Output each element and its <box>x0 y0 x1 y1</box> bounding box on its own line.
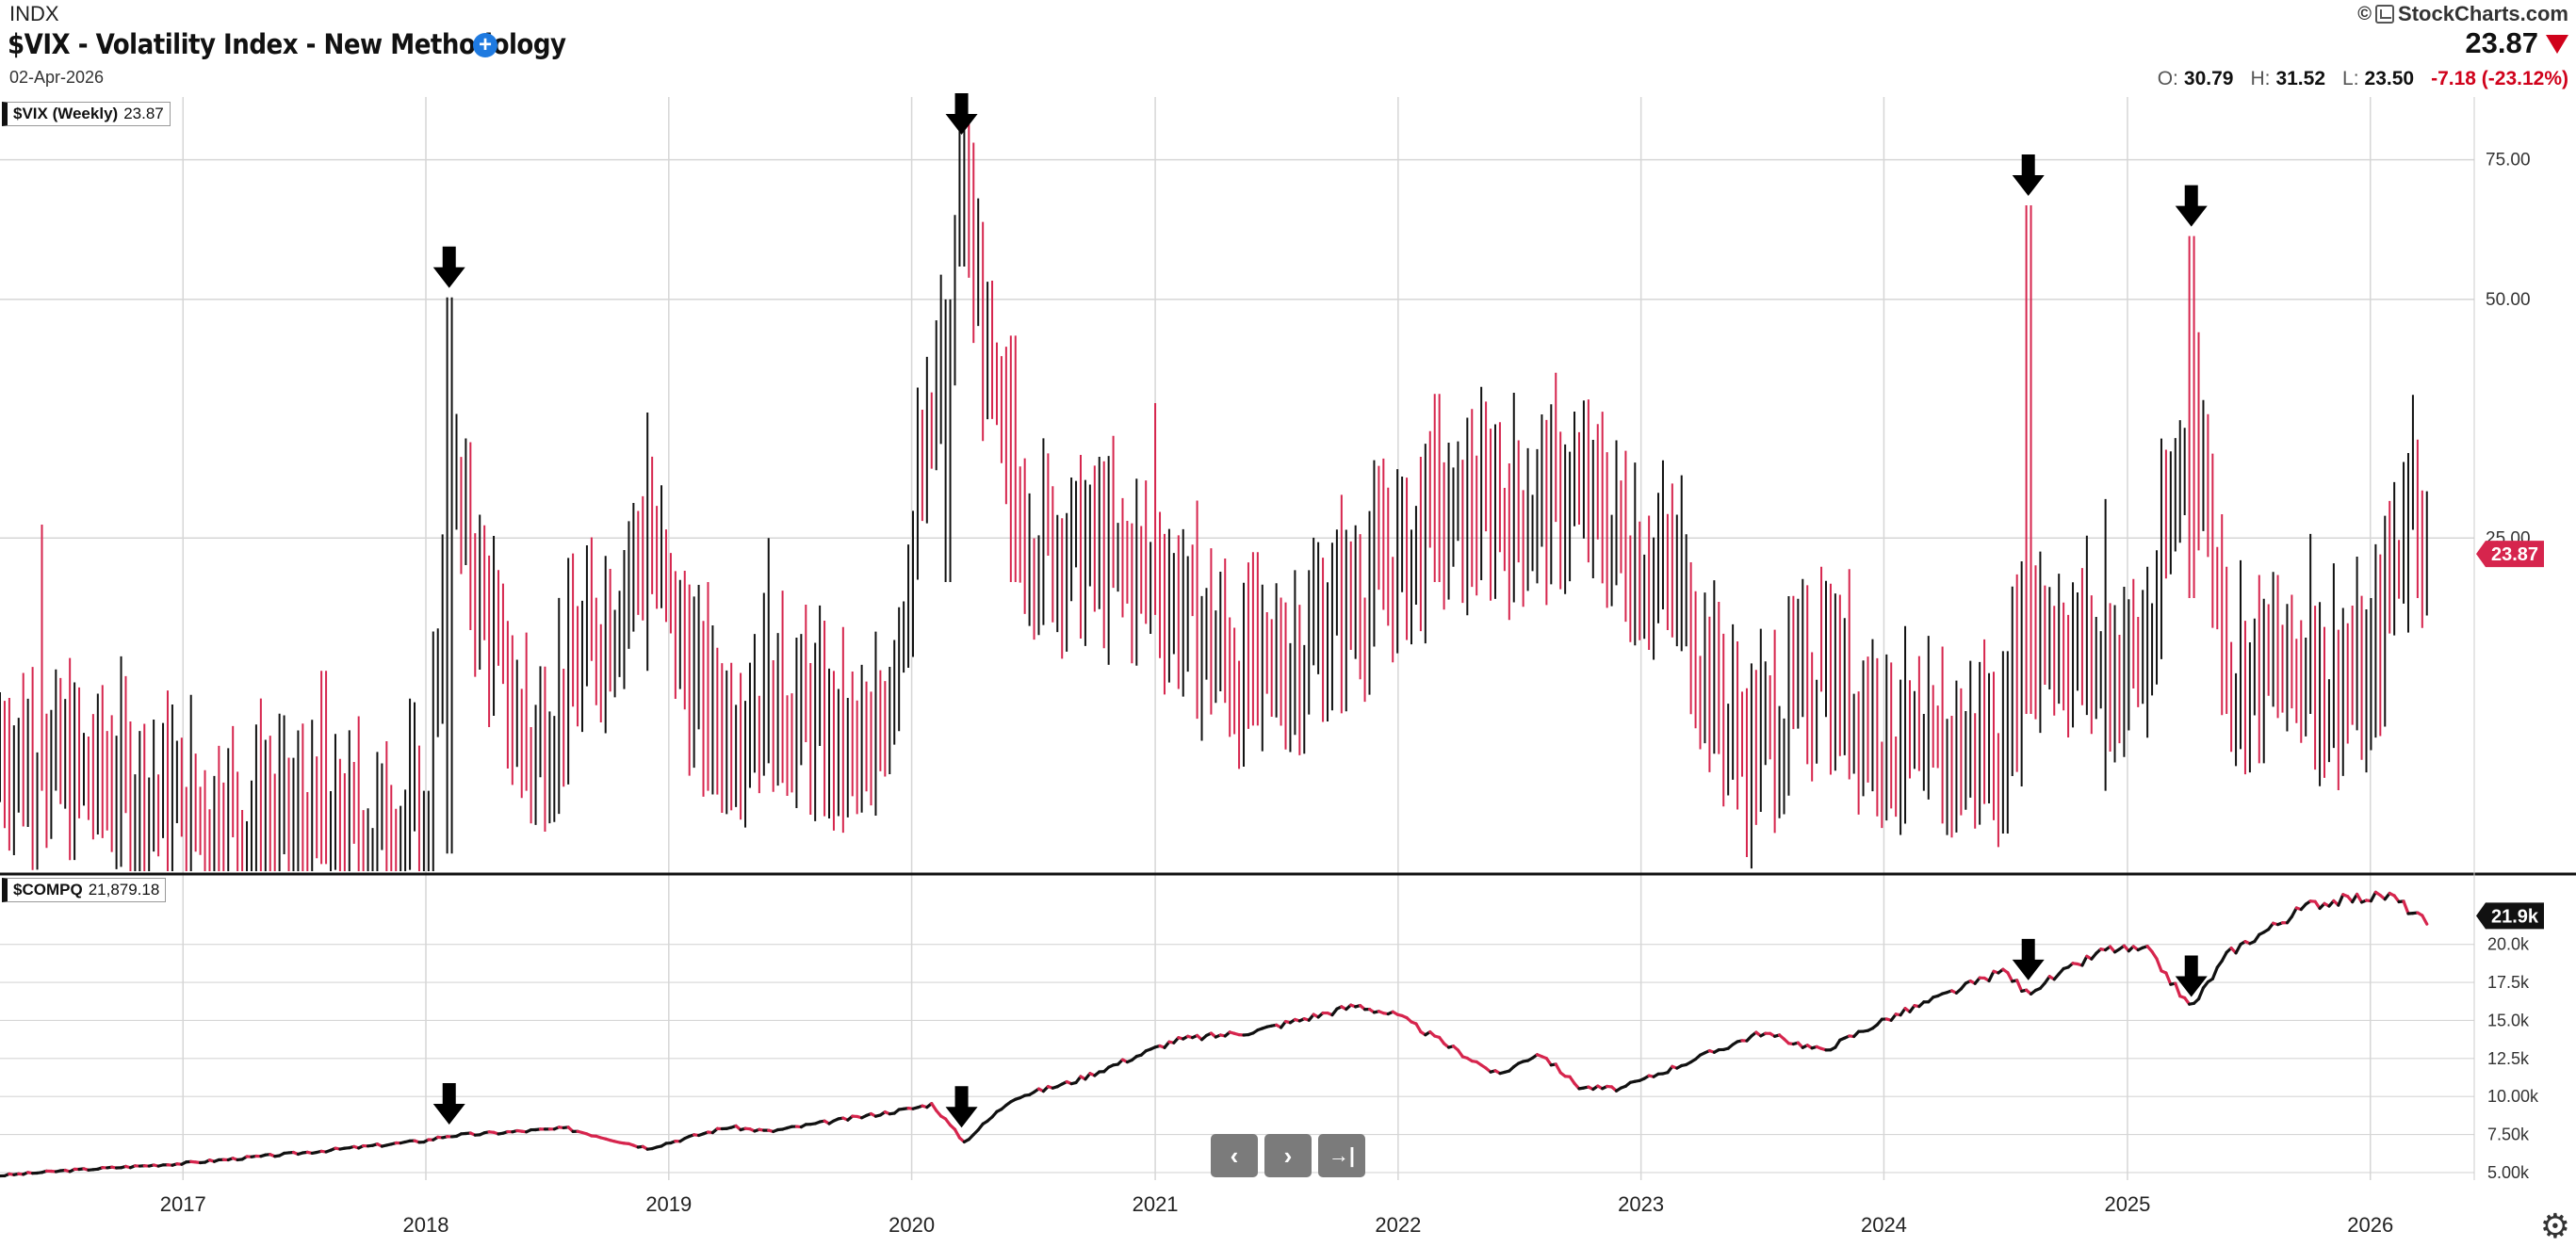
compq-y-tick-label: 5.00k <box>2487 1163 2530 1182</box>
vix-y-tick-label: 75.00 <box>2486 151 2531 170</box>
vix-y-tick-label: 50.00 <box>2486 290 2531 310</box>
compq-down-arrow-icon <box>2175 955 2208 997</box>
compq-y-tick-label: 15.0k <box>2487 1011 2530 1029</box>
compq-line-segment <box>2402 899 2410 915</box>
ohlc-open: O: 30.79 <box>2157 68 2234 89</box>
x-tick-label: 2026 <box>2347 1213 2393 1237</box>
compq-line-segment <box>2369 890 2377 903</box>
compq-y-tick-label: 17.5k <box>2487 973 2530 992</box>
compq-line-segment <box>2015 979 2024 994</box>
compq-y-tick-label: 10.00k <box>2487 1087 2539 1106</box>
x-tick-label: 2017 <box>160 1192 206 1216</box>
compq-line-segment <box>1554 1062 1562 1075</box>
compq-line-segment <box>953 1127 962 1140</box>
vix-panel-label: $VIX (Weekly) 23.87 <box>2 102 171 126</box>
add-plus-icon[interactable]: + <box>473 33 497 57</box>
compq-line-segment <box>2337 893 2345 907</box>
compq-down-arrow-icon <box>432 1082 465 1125</box>
compq-last-value-badge: 21.9k <box>2476 902 2544 930</box>
svg-text:21.9k: 21.9k <box>2491 906 2539 927</box>
x-tick-label: 2022 <box>1375 1213 1421 1237</box>
x-tick-label: 2024 <box>1861 1213 1907 1237</box>
compq-panel-label: $COMPQ 21,879.18 <box>2 878 167 902</box>
compq-y-tick-label: 20.0k <box>2487 935 2530 954</box>
next-button[interactable]: › <box>1264 1134 1312 1177</box>
compq-y-tick-label: 7.50k <box>2487 1126 2530 1144</box>
ohlc-low: L: 23.50 <box>2342 68 2415 89</box>
exchange-label: INDX <box>9 2 59 25</box>
x-tick-label: 2023 <box>1618 1192 1664 1216</box>
compq-line-segment <box>2006 971 2014 983</box>
brand-logo[interactable]: © StockCharts.com <box>2357 2 2568 26</box>
chart-date: 02-Apr-2026 <box>9 68 105 87</box>
compq-line-segment <box>2421 914 2429 926</box>
compq-y-tick-label: 12.5k <box>2487 1049 2530 1068</box>
settings-gear-icon[interactable]: ⚙ <box>2539 1207 2570 1245</box>
vix-down-arrow-icon <box>432 246 465 288</box>
x-tick-label: 2025 <box>2104 1192 2150 1216</box>
compq-line-segment <box>2196 986 2206 1001</box>
compq-line-segment <box>2164 971 2173 986</box>
x-tick-label: 2018 <box>403 1213 449 1237</box>
vix-down-arrow-icon <box>2012 154 2045 197</box>
compq-line-segment <box>2210 965 2219 980</box>
vix-down-arrow-icon <box>945 93 978 135</box>
stockcharts-logo-icon <box>2375 5 2395 24</box>
ohlc-change: -7.18 (-23.12%) <box>2431 68 2568 89</box>
vix-down-arrow-icon <box>2175 185 2208 227</box>
compq-line-segment <box>2356 892 2364 904</box>
copyright-symbol: © <box>2357 3 2372 24</box>
x-tick-label: 2020 <box>889 1213 935 1237</box>
compq-line-segment <box>2155 957 2163 973</box>
down-triangle-icon <box>2546 35 2568 54</box>
ohlc-high: H: 31.52 <box>2250 68 2326 89</box>
compq-down-arrow-icon <box>945 1086 978 1128</box>
brand-name: StockCharts.com <box>2398 2 2568 25</box>
compq-line-segment <box>2080 954 2089 967</box>
x-tick-label: 2021 <box>1133 1192 1179 1216</box>
compq-line-segment <box>2174 981 2182 998</box>
scroll-end-button[interactable]: →| <box>1318 1134 1365 1177</box>
compq-down-arrow-icon <box>2012 938 2045 980</box>
compq-line-segment <box>2290 906 2298 918</box>
ohlc-readout: O: 30.79 H: 31.52 L: 23.50 -7.18 (-23.12%) <box>2158 68 2568 90</box>
x-tick-label: 2019 <box>645 1192 692 1216</box>
compq-line-segment <box>1987 969 1996 983</box>
compq-line-segment <box>2220 950 2228 963</box>
last-price: 23.87 <box>2465 26 2538 59</box>
svg-text:23.87: 23.87 <box>2491 544 2538 565</box>
prev-button[interactable]: ‹ <box>1211 1134 1258 1177</box>
compq-line-segment <box>2234 943 2242 955</box>
compq-line-segment <box>1414 1022 1423 1034</box>
vix-last-value-badge: 23.87 <box>2476 541 2544 568</box>
